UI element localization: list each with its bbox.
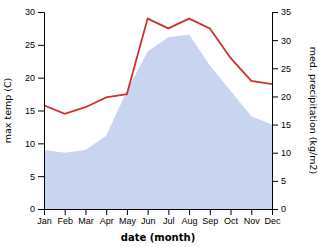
tick-label: 30 [281,36,291,46]
tick-label: Feb [57,216,73,226]
tick-label: Oct [224,216,239,226]
tick-mark [148,209,149,215]
tick-label: 0 [30,204,35,214]
tick-label: Jun [141,216,156,226]
tick-mark [38,209,44,210]
tick-mark [272,153,278,154]
tick-mark [38,45,44,46]
chart: JanFebMarAprMayJunJulAugSepOctNovDec0510… [0,0,318,247]
tick-label: 15 [25,106,35,116]
tick: 30 [272,36,291,46]
marks [44,19,272,209]
axis-line [273,13,279,210]
tick-mark [65,209,66,215]
tick-label: 15 [281,120,291,130]
tick-mark [272,181,278,182]
tick-label: 5 [281,176,286,186]
temperature-line [44,19,272,114]
tick-mark [38,111,44,112]
precipitation-area [44,35,272,209]
x-axis-title: date (month) [121,232,195,243]
tick-mark [272,40,278,41]
tick: Aug [182,209,198,226]
tick: 30 [25,7,44,17]
tick-mark [85,209,86,215]
tick-mark [272,209,278,210]
tick-label: 25 [281,64,291,74]
tick-label: Dec [264,216,281,226]
tick-mark [272,68,278,69]
tick-mark [272,96,278,97]
tick-mark [210,209,211,215]
tick-mark [106,209,107,215]
tick-label: Apr [100,216,114,226]
y-axis-title: max temp (C) [2,78,13,144]
tick-mark [272,12,278,13]
tick: 20 [272,92,291,102]
tick-label: May [119,216,137,226]
tick-mark [38,143,44,144]
tick: Feb [57,209,73,226]
tick-label: 35 [281,7,291,17]
tick: May [119,209,137,226]
axis-line [45,210,273,216]
tick-label: Jul [163,216,175,226]
tick-mark [127,209,128,215]
tick: 35 [272,7,291,17]
tick: 20 [25,73,44,83]
tick-label: 20 [25,73,35,83]
tick: Oct [224,209,239,226]
tick: 0 [30,204,44,214]
tick: Dec [264,209,281,226]
tick-label: 5 [30,172,35,182]
tick: 15 [25,106,44,116]
tick-label: Aug [182,216,198,226]
tick-label: 30 [25,7,35,17]
y2-axis-title: med. precipitation (kg/m2) [308,47,318,174]
tick: Mar [78,209,94,226]
tick: Jul [163,209,175,226]
tick-label: Sep [202,216,218,226]
tick: Jan [37,209,52,226]
tick-mark [272,125,278,126]
tick-mark [38,176,44,177]
tick: Apr [100,209,114,226]
tick-label: 20 [281,92,291,102]
axis-line [38,13,45,210]
tick: 0 [272,204,286,214]
tick-mark [38,12,44,13]
tick-label: 10 [281,148,291,158]
tick: Sep [202,209,218,226]
x-axis: Jan Feb Mar Apr May Jun Jul Aug Sep Oct NovDec [37,209,281,226]
tick: Jun [141,209,156,226]
tick: 10 [25,139,44,149]
plot: JanFebMarAprMayJunJulAugSepOctNovDec0510… [25,7,291,226]
tick-mark [231,209,232,215]
tick-label: 0 [281,204,286,214]
tick: 15 [272,120,291,130]
tick-label: Nov [244,216,261,226]
tick: 25 [25,40,44,50]
tick: 5 [30,172,44,182]
tick-label: 10 [25,139,35,149]
tick-label: Jan [37,216,52,226]
y-axis: 0 5 10 15 20 25 30 [25,7,45,214]
tick-mark [168,209,169,215]
tick-mark [189,209,190,215]
tick-mark [251,209,252,215]
tick: 25 [272,64,291,74]
tick-label: Mar [78,216,94,226]
tick-label: 25 [25,40,35,50]
y2-axis: 0 5 10 15 20 25 30 35 [272,7,291,214]
tick: 5 [272,176,286,186]
tick-mark [38,78,44,79]
tick: Nov [244,209,261,226]
tick: 10 [272,148,291,158]
